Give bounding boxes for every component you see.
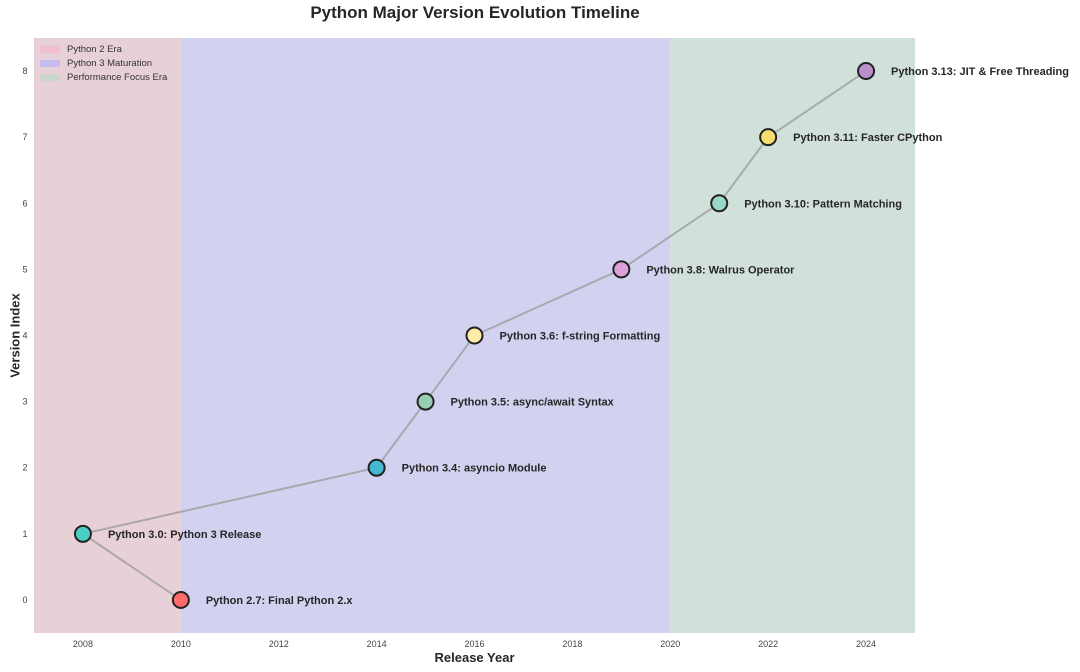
legend-item: Performance Focus Era [40,70,167,84]
version-label: Python 3.13: JIT & Free Threading [891,66,1069,78]
y-tick-label: 5 [22,264,27,274]
era-band [180,38,671,633]
y-tick-label: 1 [22,529,27,539]
legend-item: Python 3 Maturation [40,56,167,70]
x-tick-label: 2016 [464,639,484,649]
legend-swatch [40,59,60,67]
x-tick-label: 2008 [73,639,93,649]
legend-swatch [40,73,60,81]
y-tick-label: 0 [22,595,27,605]
y-tick-label: 8 [22,66,27,76]
version-label: Python 3.10: Pattern Matching [744,198,902,210]
era-band [670,38,915,633]
y-tick-label: 4 [22,331,27,341]
x-tick-label: 2020 [660,639,680,649]
version-marker [416,392,435,411]
y-tick-label: 6 [22,198,27,208]
legend-item: Python 2 Era [40,42,167,56]
x-tick-label: 2010 [171,639,191,649]
version-marker [367,458,386,477]
legend-label: Python 2 Era [67,43,122,55]
version-marker [73,524,92,543]
version-label: Python 3.0: Python 3 Release [108,529,261,541]
version-marker [759,128,778,147]
legend-swatch [40,45,60,53]
version-marker [171,590,190,609]
x-tick-label: 2014 [367,639,387,649]
y-tick-label: 3 [22,397,27,407]
version-label: Python 3.4: asyncio Module [402,463,547,475]
version-label: Python 3.8: Walrus Operator [646,264,795,276]
y-tick-label: 7 [22,132,27,142]
x-tick-label: 2018 [562,639,582,649]
era-band [34,38,181,633]
version-marker [857,62,876,81]
x-tick-label: 2012 [269,639,289,649]
x-tick-label: 2022 [758,639,778,649]
version-label: Python 3.6: f-string Formatting [500,331,661,343]
legend-label: Performance Focus Era [67,71,168,83]
x-axis-label: Release Year [434,650,515,665]
version-marker [465,326,484,345]
version-label: Python 2.7: Final Python 2.x [206,595,354,607]
version-marker [710,194,729,213]
chart-title: Python Major Version Evolution Timeline [310,3,640,22]
legend-label: Python 3 Maturation [67,57,153,69]
legend: Python 2 Era Python 3 Maturation Performan… [40,42,167,84]
version-marker [612,260,631,279]
y-axis-label: Version Index [7,293,23,378]
version-label: Python 3.5: async/await Syntax [451,397,615,409]
x-tick-label: 2024 [856,639,876,649]
y-tick-label: 2 [22,463,27,473]
version-label: Python 3.11: Faster CPython [793,132,942,144]
